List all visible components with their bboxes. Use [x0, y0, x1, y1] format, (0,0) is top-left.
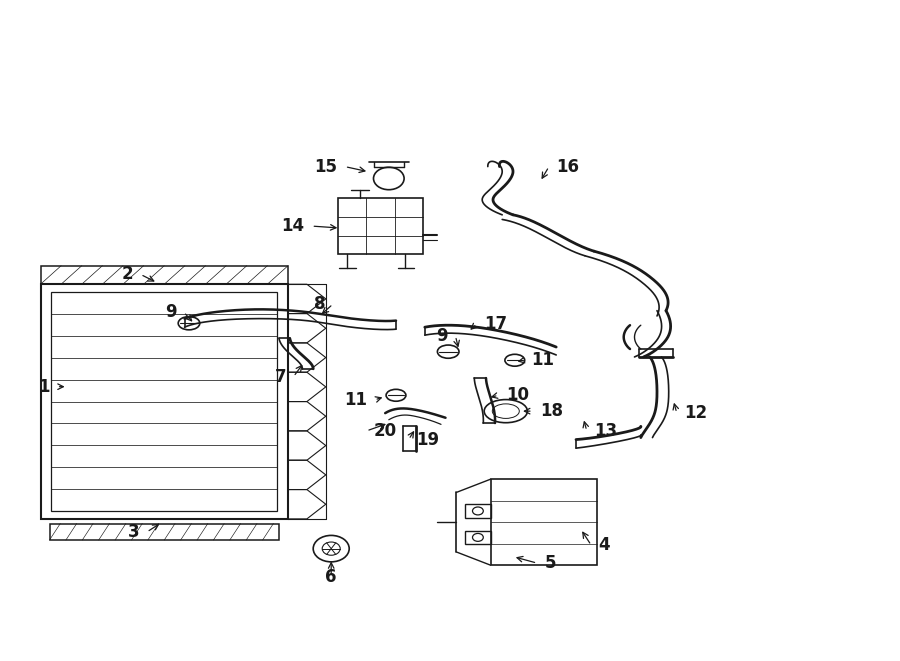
Text: 13: 13 [594, 422, 617, 440]
Text: 15: 15 [314, 157, 338, 176]
Text: 20: 20 [374, 422, 397, 440]
Text: 11: 11 [344, 391, 367, 409]
Bar [465, 504, 491, 518]
Text: 10: 10 [506, 386, 529, 405]
Text: 9: 9 [165, 303, 176, 321]
Text: 19: 19 [416, 430, 439, 449]
Bar [338, 198, 423, 254]
Bar [40, 284, 288, 519]
Text: 4: 4 [598, 536, 610, 555]
Text: 17: 17 [484, 315, 508, 333]
Text: 2: 2 [122, 265, 133, 284]
Text: 1: 1 [38, 377, 50, 396]
Bar [51, 292, 277, 511]
Text: 11: 11 [531, 351, 554, 369]
Bar [50, 524, 279, 540]
Text: 12: 12 [684, 404, 707, 422]
Text: 6: 6 [326, 568, 337, 586]
Text: 16: 16 [556, 157, 580, 176]
Bar [40, 266, 288, 284]
Text: 14: 14 [281, 217, 304, 235]
Text: 8: 8 [314, 295, 326, 313]
Text: 5: 5 [544, 554, 556, 572]
Bar [465, 531, 491, 544]
Text: 7: 7 [274, 368, 286, 386]
Text: 3: 3 [128, 523, 140, 541]
Text: 9: 9 [436, 327, 448, 345]
Text: 18: 18 [540, 402, 563, 420]
Bar [491, 479, 597, 565]
